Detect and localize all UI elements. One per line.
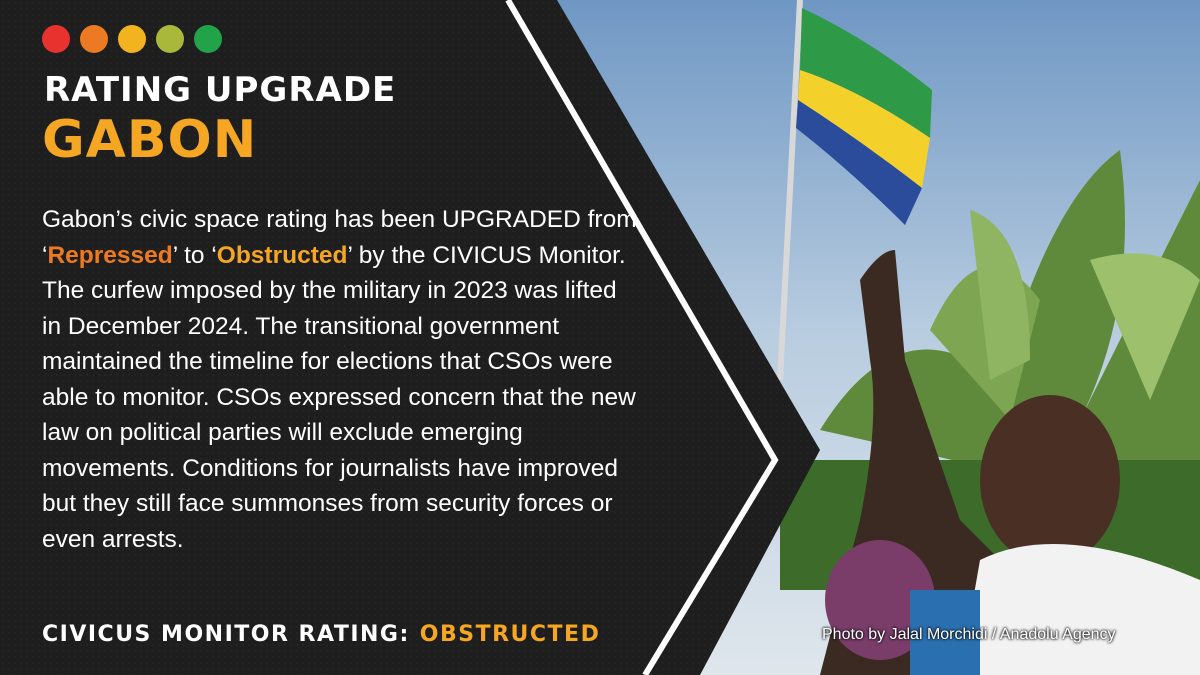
dot [194, 25, 222, 53]
dot [156, 25, 184, 53]
dot [118, 25, 146, 53]
title: RATING UPGRADE [44, 70, 397, 110]
text: ’ to ‘ [172, 241, 217, 269]
dot [42, 25, 70, 53]
footer: CIVICUS MONITOR RATING: OBSTRUCTED [42, 622, 600, 647]
body-text: Gabon’s civic space rating has been UPGR… [42, 202, 642, 557]
text: ’ by the CIVICUS Monitor. The curfew imp… [42, 241, 636, 553]
from-rating: Repressed [47, 241, 173, 269]
text: Gabon’s civic space rating has been UPGR… [42, 206, 637, 269]
flag-pole [777, 0, 803, 381]
photo-credit: Photo by Jalal Morchidi / Anadolu Agency [822, 626, 1116, 643]
footer-label: CIVICUS MONITOR RATING: [42, 622, 410, 647]
dot [80, 25, 108, 53]
text-panel [0, 0, 820, 675]
chevron-line [505, 0, 779, 675]
footer-rating: OBSTRUCTED [419, 622, 601, 647]
color-dots [42, 25, 222, 53]
photo-people [820, 250, 1200, 675]
country: GABON [42, 110, 258, 170]
flag [796, 8, 932, 225]
to-rating: Obstructed [216, 241, 348, 269]
